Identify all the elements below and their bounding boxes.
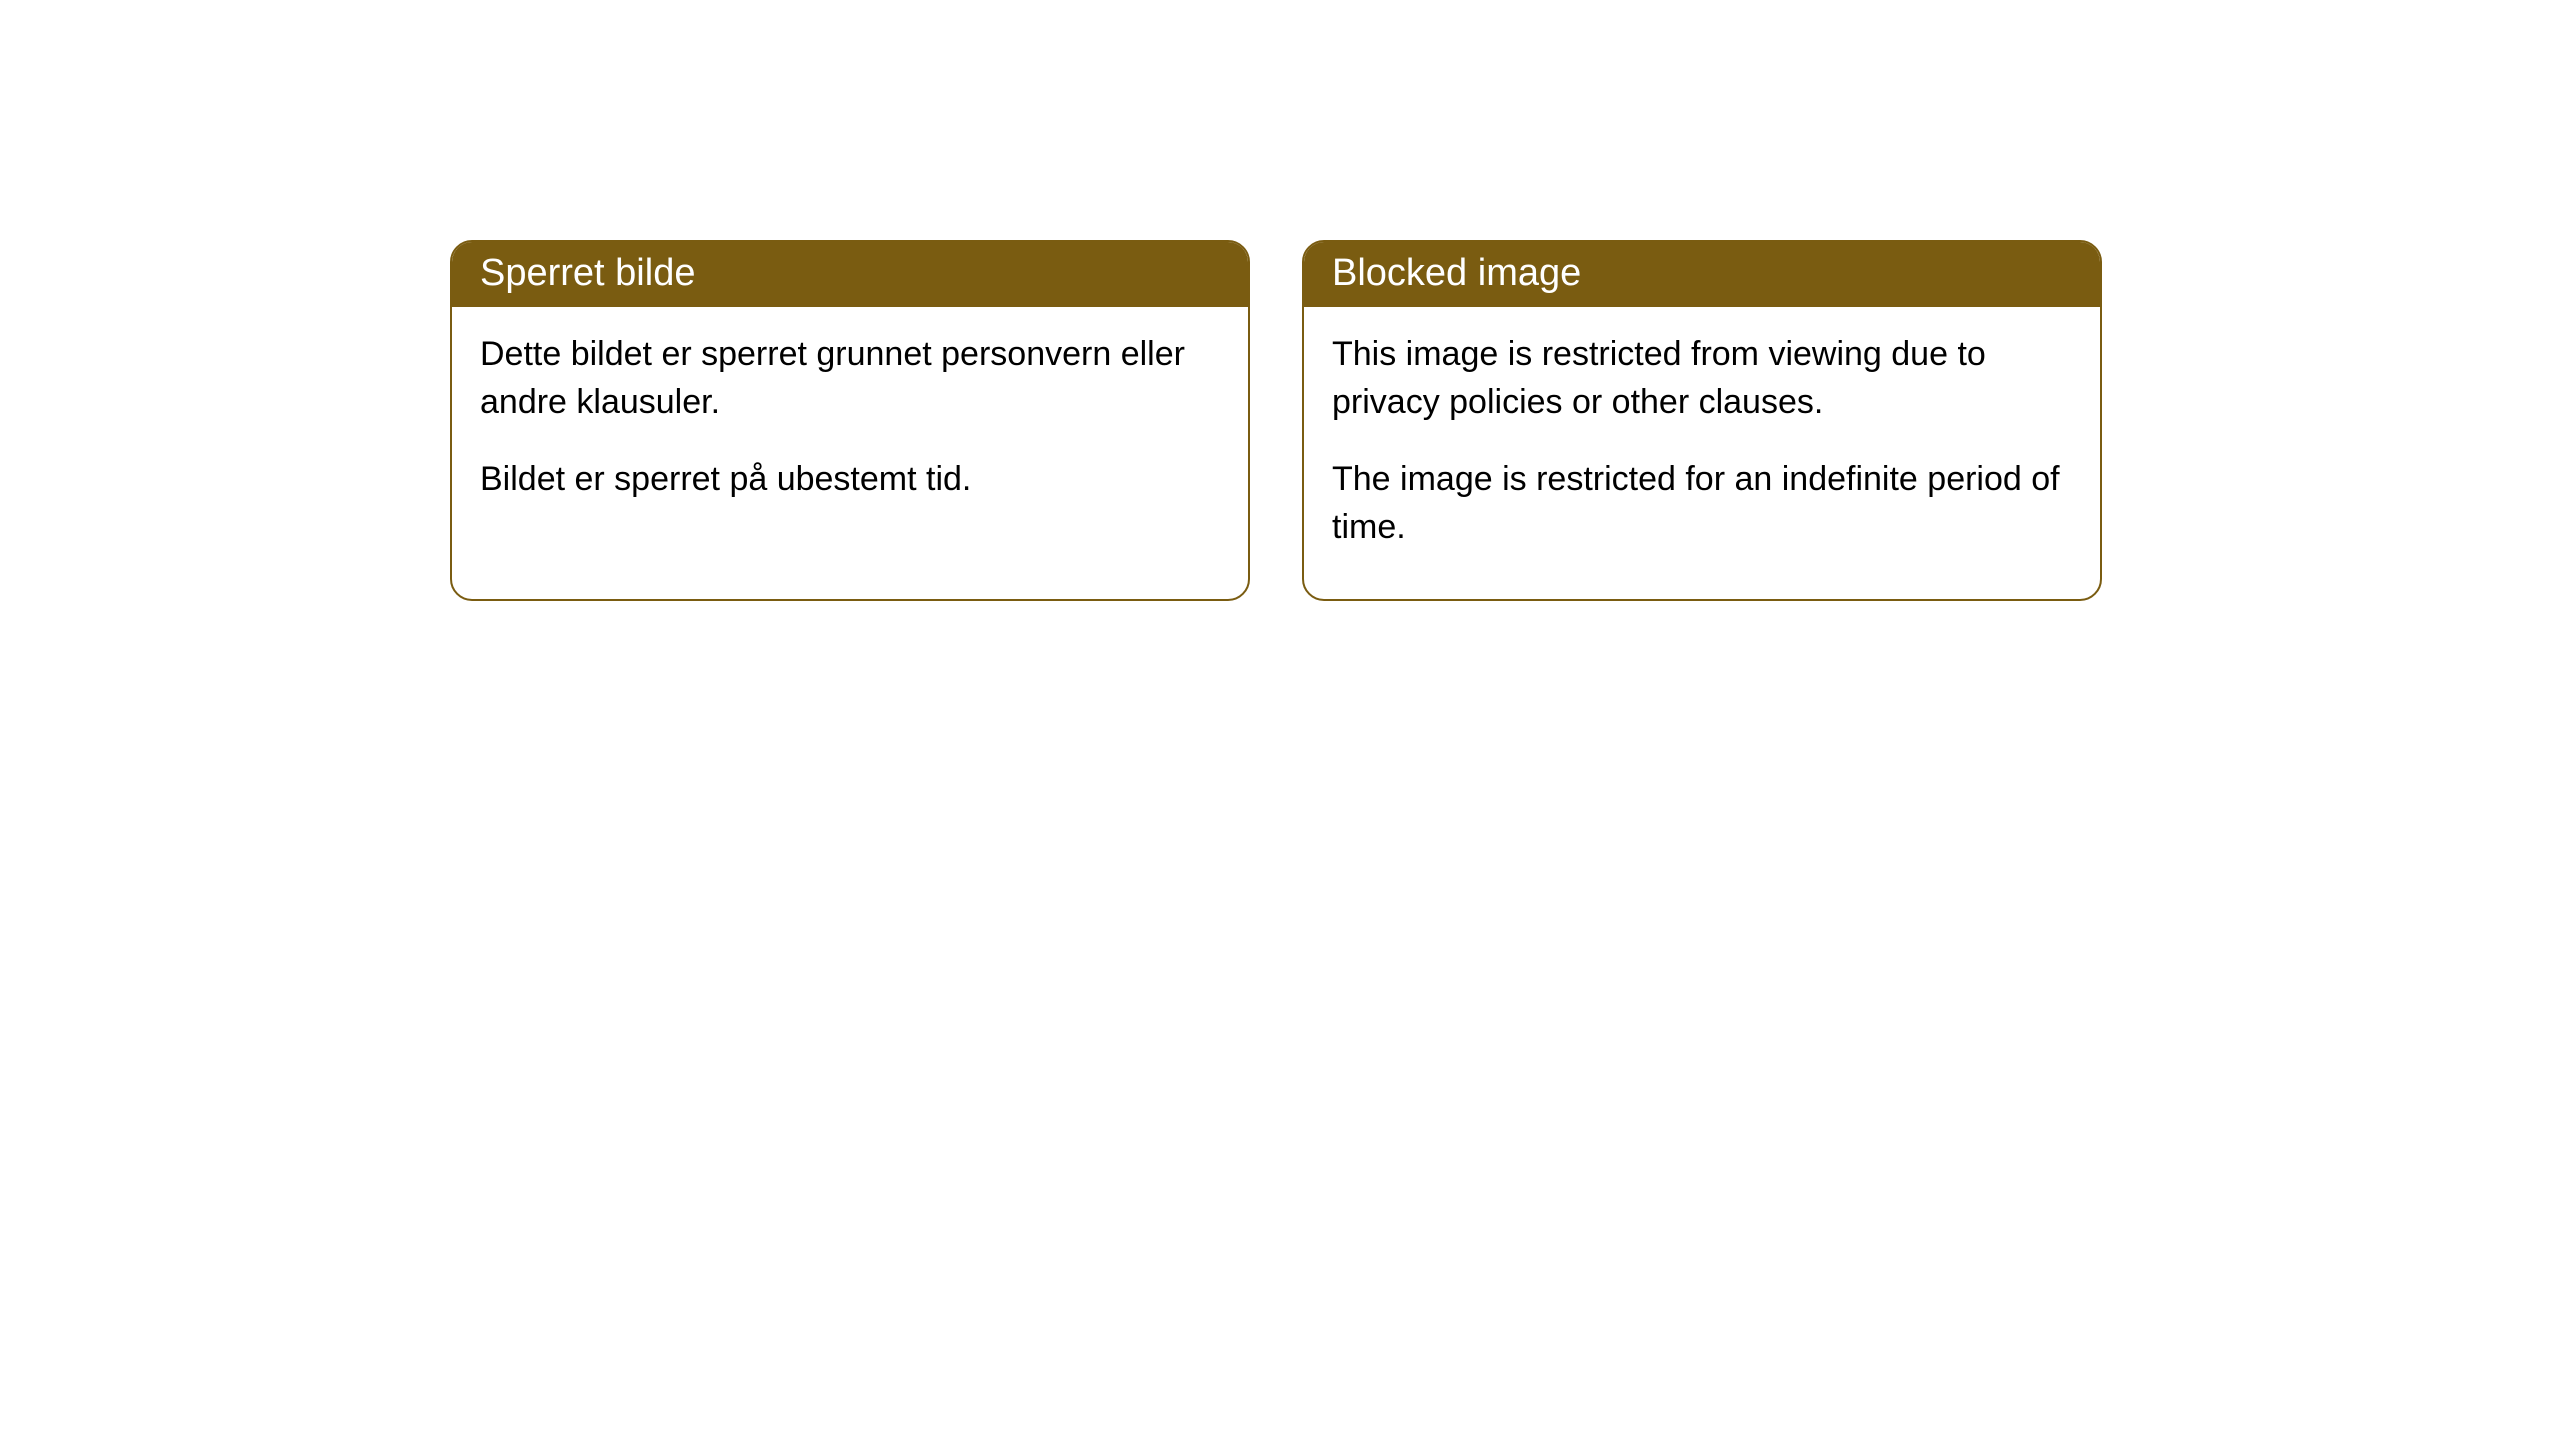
notice-card-norwegian: Sperret bilde Dette bildet er sperret gr… bbox=[450, 240, 1250, 601]
card-header: Blocked image bbox=[1304, 242, 2100, 307]
notice-card-english: Blocked image This image is restricted f… bbox=[1302, 240, 2102, 601]
card-paragraph: The image is restricted for an indefinit… bbox=[1332, 456, 2072, 551]
card-body: This image is restricted from viewing du… bbox=[1304, 307, 2100, 599]
card-paragraph: Dette bildet er sperret grunnet personve… bbox=[480, 331, 1220, 426]
card-paragraph: This image is restricted from viewing du… bbox=[1332, 331, 2072, 426]
card-header: Sperret bilde bbox=[452, 242, 1248, 307]
card-body: Dette bildet er sperret grunnet personve… bbox=[452, 307, 1248, 552]
card-paragraph: Bildet er sperret på ubestemt tid. bbox=[480, 456, 1220, 504]
notice-cards-container: Sperret bilde Dette bildet er sperret gr… bbox=[450, 240, 2102, 601]
